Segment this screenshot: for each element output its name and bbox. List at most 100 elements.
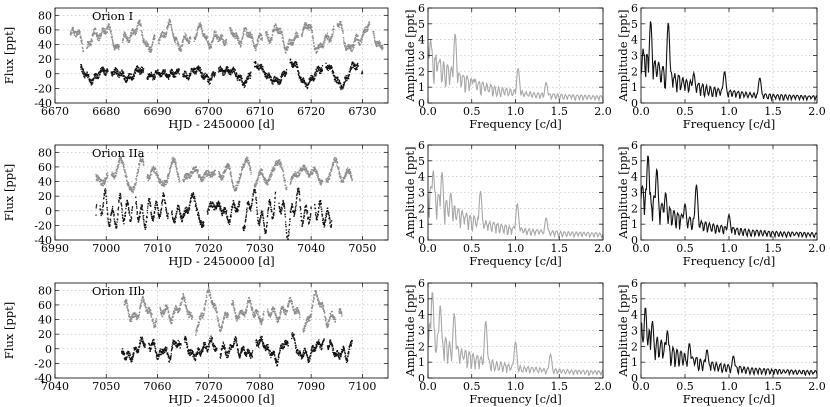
data-point — [118, 76, 120, 79]
data-point — [105, 28, 108, 30]
data-point — [311, 26, 313, 29]
data-point — [138, 163, 141, 165]
data-point — [223, 172, 225, 174]
data-point — [232, 69, 234, 71]
data-point — [150, 173, 153, 176]
data-point — [129, 188, 131, 191]
data-point — [210, 174, 212, 176]
data-point — [79, 31, 81, 33]
data-point — [161, 201, 163, 204]
data-point — [124, 212, 126, 215]
data-point — [350, 49, 352, 51]
data-point — [201, 178, 203, 180]
data-point — [171, 160, 174, 162]
data-point — [355, 39, 357, 41]
data-point — [294, 175, 297, 178]
data-point — [101, 184, 103, 186]
data-point — [291, 41, 294, 43]
data-point — [266, 36, 268, 38]
data-point — [329, 66, 331, 69]
data-point — [203, 73, 206, 75]
data-point — [206, 210, 209, 213]
data-point — [209, 202, 212, 205]
data-point — [221, 68, 223, 70]
data-point — [302, 26, 305, 29]
data-point — [268, 42, 271, 45]
data-point — [199, 26, 201, 28]
data-point — [176, 38, 178, 40]
data-point — [136, 213, 138, 215]
data-point — [130, 189, 133, 192]
data-point — [111, 75, 113, 77]
data-point — [189, 177, 191, 179]
data-point — [112, 41, 114, 43]
data-point — [140, 204, 142, 206]
data-point — [189, 204, 191, 207]
data-point — [280, 81, 282, 84]
data-point — [141, 70, 143, 72]
data-point — [96, 176, 98, 178]
data-point — [381, 46, 383, 48]
data-point — [336, 77, 338, 79]
data-point — [125, 207, 127, 210]
data-point — [88, 79, 91, 81]
data-point — [138, 69, 141, 71]
data-point — [361, 70, 363, 72]
data-point — [192, 168, 194, 170]
data-point — [209, 77, 211, 79]
data-point — [274, 26, 276, 29]
data-point — [128, 74, 130, 77]
data-point — [154, 204, 156, 206]
data-point — [225, 41, 227, 43]
data-point — [295, 31, 298, 33]
data-point — [109, 224, 111, 226]
data-point — [296, 34, 298, 36]
data-point — [139, 160, 141, 163]
data-point — [229, 172, 232, 174]
data-point — [158, 217, 161, 219]
data-point — [120, 156, 122, 158]
data-point — [207, 44, 210, 47]
data-point — [110, 72, 112, 74]
data-point — [137, 22, 139, 24]
data-point — [226, 165, 229, 167]
data-point — [141, 34, 143, 36]
data-point — [201, 226, 204, 228]
data-point — [275, 28, 278, 30]
data-point — [184, 34, 187, 36]
data-point — [169, 171, 171, 173]
data-point — [152, 165, 155, 168]
data-point — [319, 72, 321, 74]
data-point — [149, 176, 151, 179]
data-point — [171, 213, 174, 215]
data-point — [103, 31, 105, 33]
data-point — [300, 78, 302, 81]
data-point — [334, 157, 336, 159]
data-point — [116, 69, 118, 71]
data-point — [112, 175, 114, 177]
data-point — [326, 179, 328, 182]
data-point — [269, 178, 271, 180]
data-point — [231, 70, 233, 72]
data-point — [190, 200, 192, 203]
data-point — [137, 220, 139, 222]
data-point — [135, 68, 137, 71]
data-point — [231, 35, 234, 37]
panel-title: Orion I — [92, 9, 133, 23]
data-point — [245, 160, 248, 162]
data-point — [113, 213, 115, 215]
data-point — [204, 177, 206, 179]
data-point — [193, 67, 195, 69]
data-point — [184, 214, 186, 216]
data-point — [304, 82, 306, 84]
y-tick-label: 1 — [631, 81, 638, 94]
data-point — [228, 69, 230, 72]
data-point — [297, 174, 299, 177]
data-point — [218, 39, 220, 41]
data-point — [224, 73, 226, 75]
data-point — [178, 180, 181, 182]
data-point — [112, 44, 114, 47]
data-point — [319, 182, 322, 184]
data-point — [124, 169, 126, 171]
